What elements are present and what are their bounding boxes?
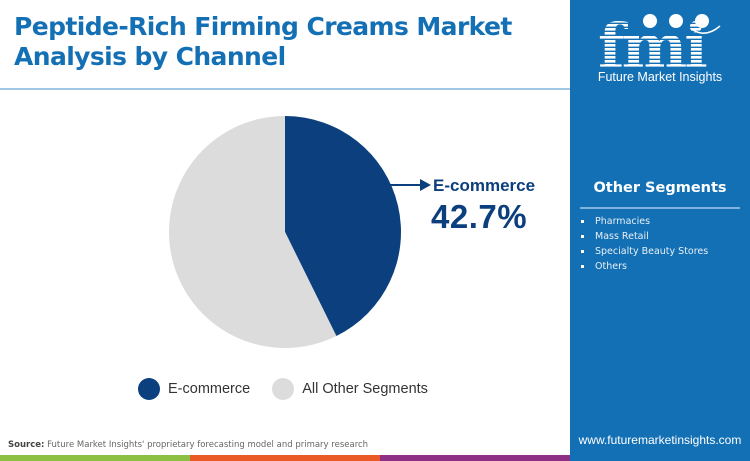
globe-icon-asia <box>695 14 709 28</box>
callout-label: E-commerce <box>433 176 536 195</box>
page-title: Peptide-Rich Firming Creams Market Analy… <box>14 12 512 71</box>
legend-swatch-ecommerce <box>138 378 160 400</box>
other-segments-divider <box>580 207 740 209</box>
website-link[interactable]: www.futuremarketinsights.com <box>578 433 742 447</box>
legend-label: E-commerce <box>168 381 251 397</box>
legend-swatch-other <box>272 378 295 400</box>
other-segments-list: Pharmacies Mass Retail Specialty Beauty … <box>580 214 708 274</box>
bar-purple <box>380 455 570 461</box>
brand-name: Future Market Insights <box>597 70 723 84</box>
list-item: Specialty Beauty Stores <box>580 244 708 259</box>
legend-item-other-segments: All Other Segments <box>272 378 428 400</box>
bullet-icon <box>581 265 584 268</box>
source-label: Source: <box>8 440 45 450</box>
bar-green <box>0 455 190 461</box>
globe-icon-europe <box>669 14 683 28</box>
fmi-logo: fmi <box>598 10 721 72</box>
pie-slice-e-commerce <box>285 116 401 337</box>
source-note: Source: Future Market Insights' propriet… <box>8 440 368 450</box>
bullet-icon <box>581 250 584 253</box>
list-item: Pharmacies <box>580 214 708 229</box>
source-text: Future Market Insights' proprietary fore… <box>47 440 369 450</box>
bullet-icon <box>581 235 584 238</box>
pie-slice-all-other-segments <box>168 116 337 348</box>
list-item: Others <box>580 259 708 274</box>
chart-legend: E-commerce All Other Segments <box>138 378 450 400</box>
brand-sidebar: fmi Future Market Insights Other Segment… <box>570 0 750 461</box>
legend-item-ecommerce: E-commerce <box>138 378 250 400</box>
callout-value: 42.7% <box>431 198 528 235</box>
list-item: Mass Retail <box>580 229 708 244</box>
other-segments-title: Other Segments <box>593 180 727 196</box>
title-divider <box>0 88 570 90</box>
legend-label: All Other Segments <box>302 381 428 397</box>
bullet-icon <box>581 220 584 223</box>
bar-orange <box>190 455 380 461</box>
globe-icon-americas <box>643 14 657 28</box>
pie-chart <box>168 116 401 348</box>
bottom-color-bar <box>0 455 570 461</box>
arrow-right-icon <box>386 179 431 191</box>
